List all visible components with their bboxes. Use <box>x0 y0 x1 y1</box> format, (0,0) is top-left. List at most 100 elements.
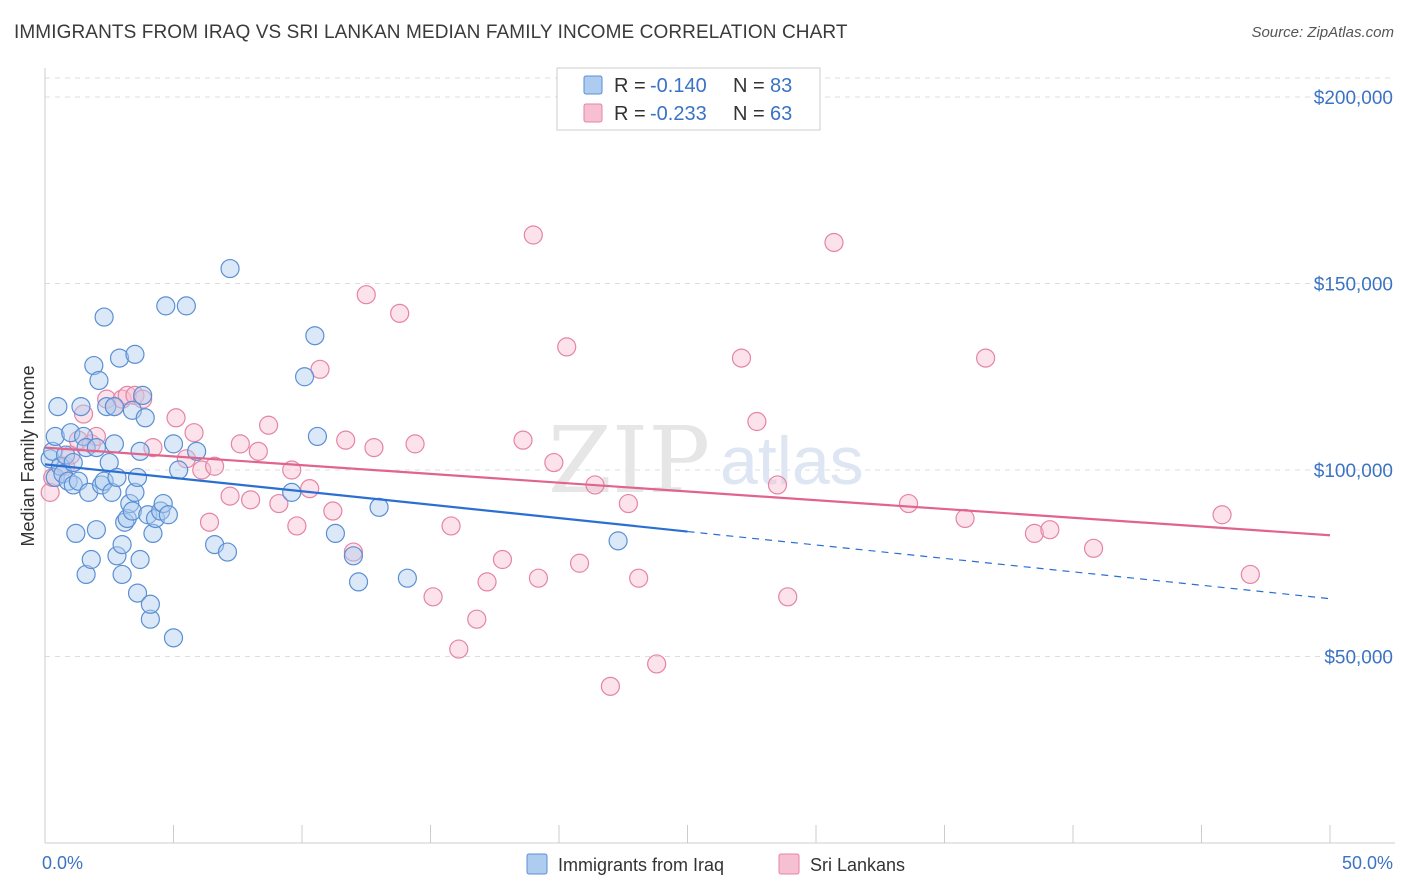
chart-title: IMMIGRANTS FROM IRAQ VS SRI LANKAN MEDIA… <box>14 22 848 43</box>
data-point-iraq <box>325 523 346 544</box>
x-tick-label: 50.0% <box>1342 853 1393 873</box>
x-tick-label: 0.0% <box>42 853 83 873</box>
data-point-srilanka <box>1040 520 1060 540</box>
trend-lines <box>44 446 1331 600</box>
data-point-srilanka <box>1240 564 1260 585</box>
data-point-srilanka <box>449 639 469 659</box>
y-axis-label: Median Family Income <box>18 365 38 546</box>
data-point-iraq <box>133 385 153 405</box>
data-point-srilanka <box>166 408 186 428</box>
data-point-srilanka <box>356 285 376 305</box>
data-point-iraq <box>397 568 417 588</box>
data-point-iraq <box>282 482 302 502</box>
data-point-iraq <box>217 542 238 562</box>
watermark-atlas: atlas <box>720 423 864 499</box>
data-point-srilanka <box>898 493 919 514</box>
data-point-iraq <box>112 534 132 555</box>
data-point-srilanka <box>40 482 60 502</box>
data-point-srilanka <box>184 423 204 443</box>
data-point-srilanka <box>441 516 461 536</box>
data-point-srilanka <box>241 490 261 510</box>
data-point-iraq <box>109 348 130 368</box>
data-point-iraq <box>89 370 109 391</box>
data-point-iraq <box>104 396 124 417</box>
legend-r-value-srilanka: -0.233 <box>650 103 707 125</box>
data-point-iraq <box>66 523 86 544</box>
data-point-srilanka <box>405 434 425 454</box>
data-point-iraq <box>608 531 628 551</box>
trend-line-srilanka <box>44 446 1331 537</box>
data-point-iraq <box>107 546 127 566</box>
data-point-srilanka <box>600 676 621 696</box>
data-point-srilanka <box>199 512 220 532</box>
data-point-iraq <box>61 423 81 443</box>
data-point-iraq <box>187 441 207 461</box>
data-point-iraq <box>120 493 140 514</box>
y-tick-label: $150,000 <box>1314 275 1393 296</box>
data-point-srilanka <box>528 568 549 588</box>
data-point-srilanka <box>731 348 752 368</box>
bottom-legend-label-srilanka: Sri Lankans <box>810 855 905 875</box>
data-point-iraq <box>94 471 114 491</box>
legend-r-value-iraq: -0.140 <box>650 75 707 97</box>
data-point-srilanka <box>492 549 513 570</box>
data-point-iraq <box>140 609 160 629</box>
y-tick-labels: $50,000 $100,000 $150,000 $200,000 <box>1314 88 1393 669</box>
data-point-iraq <box>76 438 96 458</box>
data-point-srilanka <box>778 587 798 607</box>
data-point-iraq <box>122 501 142 521</box>
data-point-srilanka <box>824 232 844 253</box>
data-point-srilanka <box>767 475 788 495</box>
data-point-iraq <box>81 549 101 570</box>
data-point-iraq <box>86 520 107 540</box>
data-point-srilanka <box>544 452 564 473</box>
data-point-iraq <box>58 471 78 491</box>
data-point-iraq <box>55 445 76 465</box>
data-point-srilanka <box>192 460 212 480</box>
data-point-iraq <box>125 482 145 502</box>
data-point-iraq <box>130 441 150 461</box>
data-point-iraq <box>156 296 176 316</box>
legend-n-value-iraq: 83 <box>770 75 792 97</box>
data-point-srilanka <box>117 385 137 405</box>
legend-n-value-srilanka: 63 <box>770 103 792 125</box>
data-point-iraq <box>307 426 328 447</box>
legend-r-label-srilanka: R = <box>614 103 646 125</box>
data-point-iraq <box>84 355 104 376</box>
data-point-srilanka <box>323 501 343 521</box>
data-point-iraq <box>76 564 96 585</box>
legend-n-label-iraq: N = <box>733 75 765 97</box>
data-point-iraq <box>104 434 124 454</box>
y-tick-label: $50,000 <box>1324 648 1393 669</box>
data-point-srilanka <box>955 508 975 529</box>
data-point-iraq <box>135 408 155 428</box>
data-point-srilanka <box>629 568 649 588</box>
data-point-iraq <box>45 426 65 447</box>
data-point-iraq <box>71 396 91 417</box>
data-point-srilanka <box>557 337 577 357</box>
data-point-iraq <box>94 307 114 327</box>
data-point-srilanka <box>258 415 279 435</box>
data-point-iraq <box>40 449 60 469</box>
data-point-iraq <box>343 546 363 566</box>
data-point-iraq <box>163 628 184 648</box>
grid-lines <box>45 77 1395 657</box>
data-point-srilanka <box>423 587 443 607</box>
series-iraq-points <box>40 258 628 648</box>
y-tick-label: $100,000 <box>1314 461 1393 482</box>
data-point-srilanka <box>310 359 330 379</box>
data-point-srilanka <box>230 434 250 454</box>
bottom-legend: Immigrants from Iraq Sri Lankans <box>526 853 905 875</box>
data-point-srilanka <box>287 516 307 536</box>
data-point-iraq <box>127 583 148 603</box>
watermark: ZIP atlas <box>548 407 864 514</box>
data-point-srilanka <box>269 493 289 514</box>
data-point-srilanka <box>569 553 590 573</box>
data-point-iraq <box>73 426 94 447</box>
data-point-srilanka <box>1212 505 1232 525</box>
data-point-srilanka <box>300 479 320 499</box>
top-legend: R = -0.140 N = 83 R = -0.233 N = 63 <box>556 67 821 131</box>
data-point-srilanka <box>1024 523 1045 544</box>
data-point-srilanka <box>513 430 533 450</box>
